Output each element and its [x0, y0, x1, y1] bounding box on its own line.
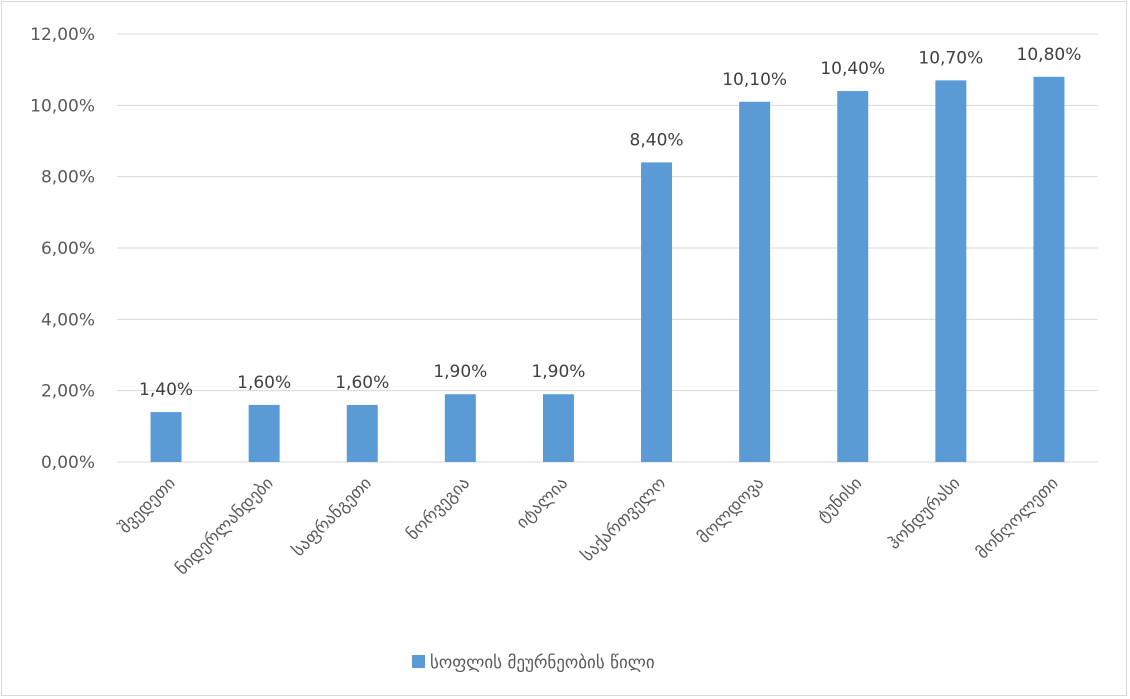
- bar: [641, 162, 673, 462]
- data-label: 10,80%: [1017, 45, 1082, 65]
- bar: [837, 91, 869, 463]
- y-tick-label: 10,00%: [30, 96, 95, 116]
- x-category-label: მონღოლეთი: [973, 473, 1063, 563]
- bars: [150, 76, 1065, 463]
- bar: [444, 394, 476, 462]
- bar: [542, 394, 574, 462]
- legend: სოფლის მეურნეობის წილი: [412, 653, 655, 673]
- bar: [248, 404, 280, 462]
- y-tick-label: 4,00%: [41, 310, 95, 330]
- data-label: 10,70%: [918, 48, 983, 68]
- x-category-label: მოლდოვა: [694, 473, 768, 547]
- y-axis-ticks: 0,00% 2,00% 4,00% 6,00% 8,00% 10,00% 12,00%: [30, 25, 95, 473]
- x-category-label: საქართველო: [578, 473, 671, 566]
- x-category-label: შვედეთი: [115, 473, 179, 537]
- bar: [150, 412, 182, 462]
- data-label: 10,40%: [820, 59, 885, 79]
- data-label: 1,40%: [139, 380, 193, 400]
- y-tick-label: 2,00%: [41, 382, 95, 402]
- y-tick-label: 8,00%: [41, 168, 95, 188]
- bar: [346, 404, 378, 462]
- x-category-label: ნორვეგია: [403, 473, 474, 544]
- x-category-label: იტალია: [513, 473, 572, 532]
- x-category-label: ნიდერლანდები: [172, 473, 278, 579]
- data-labels: 1,40% 1,60% 1,60% 1,90% 1,90% 8,40% 10,10% 10,4…: [139, 45, 1081, 400]
- data-label: 8,40%: [630, 130, 684, 150]
- legend-swatch: [412, 655, 425, 668]
- x-category-label: ტუნისი: [813, 473, 866, 526]
- data-label: 1,90%: [531, 362, 585, 382]
- legend-label: სოფლის მეურნეობის წილი: [430, 653, 655, 673]
- bar: [739, 101, 771, 463]
- gridlines: [117, 33, 1098, 463]
- x-category-label: საფრანგეთი: [288, 473, 375, 560]
- y-tick-label: 6,00%: [41, 239, 95, 259]
- bar: [1033, 76, 1065, 463]
- data-label: 10,10%: [722, 70, 787, 90]
- data-label: 1,60%: [237, 373, 291, 393]
- y-tick-label: 12,00%: [30, 25, 95, 45]
- data-label: 1,90%: [433, 362, 487, 382]
- x-category-label: ჰონდურასი: [884, 473, 964, 553]
- y-tick-label: 0,00%: [41, 453, 95, 473]
- bar: [935, 80, 967, 462]
- data-label: 1,60%: [335, 373, 389, 393]
